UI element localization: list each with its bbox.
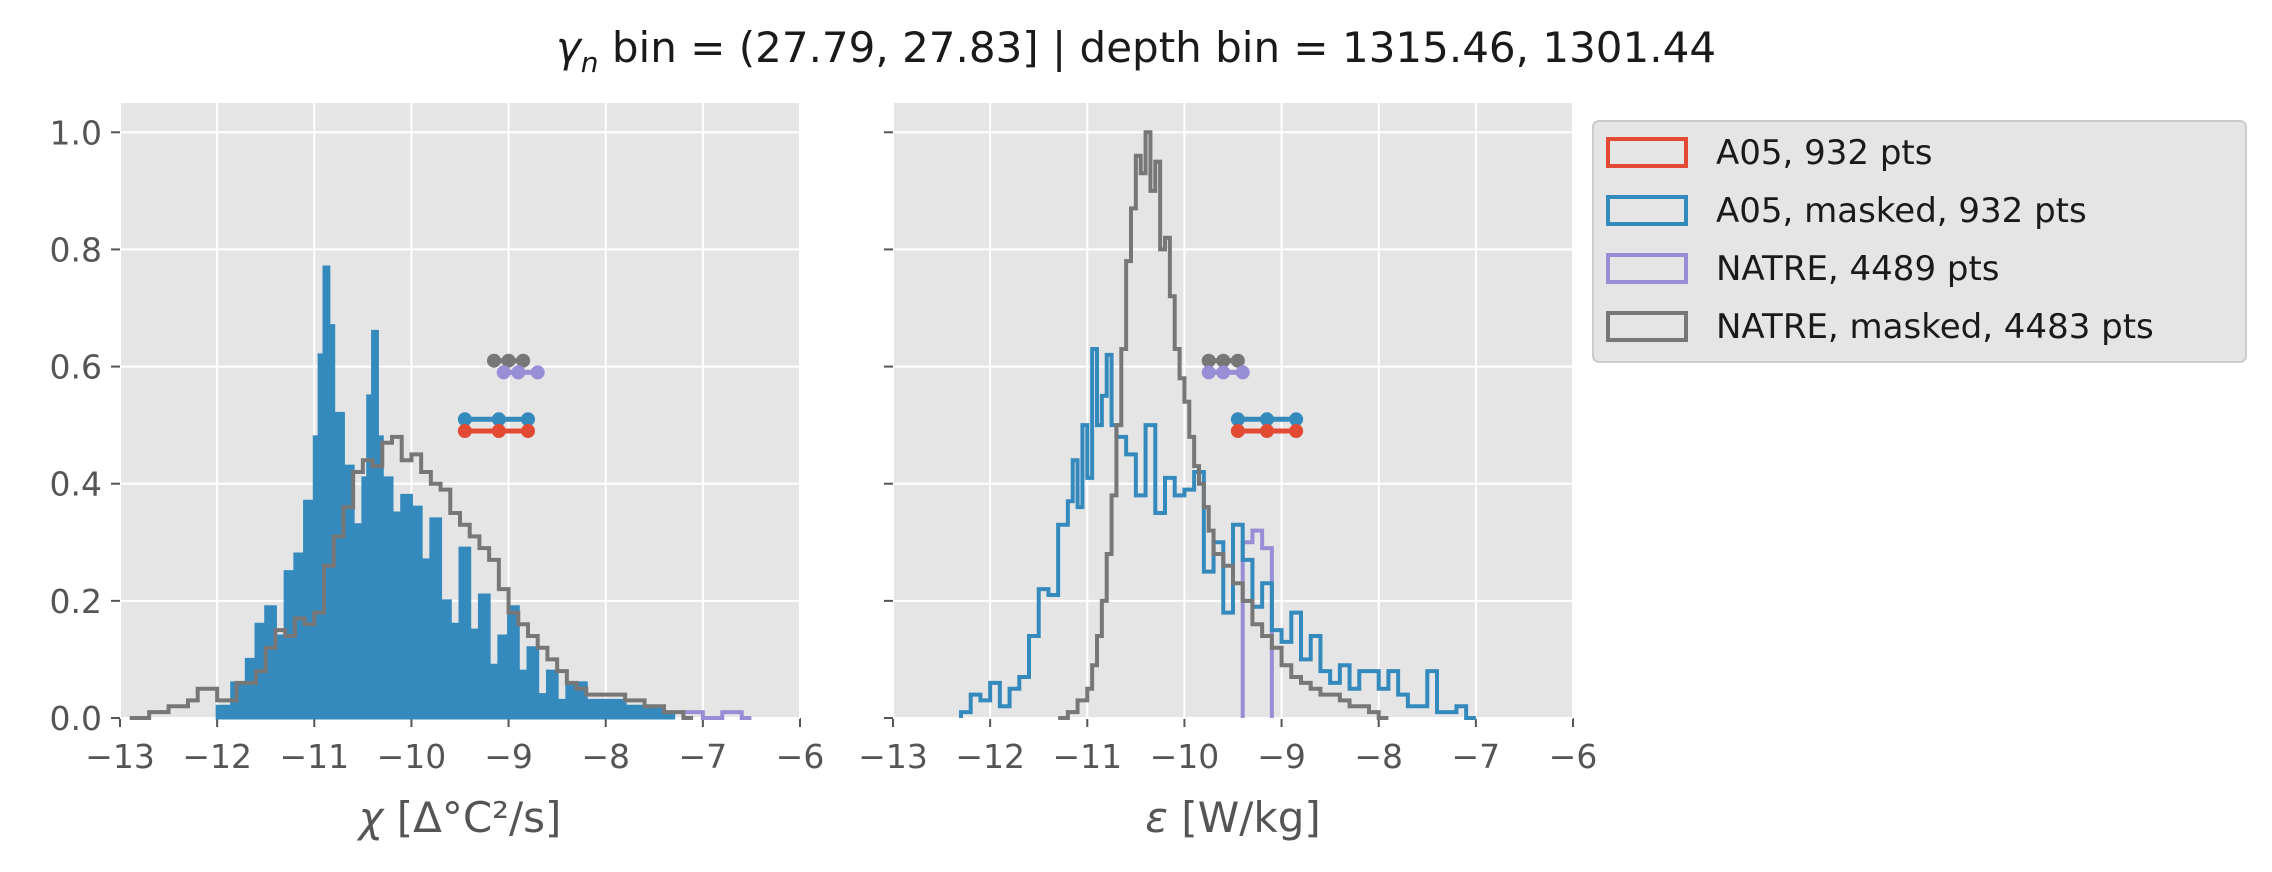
y-tick-label: 0.2 <box>50 582 102 621</box>
legend-swatch <box>1606 253 1688 284</box>
x-tick-label: −10 <box>1150 737 1220 776</box>
marker-dot <box>1289 412 1304 427</box>
y-tick-label: 0.0 <box>50 699 102 738</box>
x-tick-label: −8 <box>1354 737 1403 776</box>
marker-dot <box>1216 365 1231 380</box>
title-subscript: n <box>581 46 599 79</box>
title-rest: bin = (27.79, 27.83] | depth bin = 1315.… <box>599 23 1717 72</box>
x-tick-label: −6 <box>776 737 825 776</box>
chi-panel: −13 −12 −11 −10 −9 −8 −7 −6 0.0 0.2 0.4 0.6 0.8 1.0 χ … <box>50 103 825 842</box>
marker-dot <box>530 365 545 380</box>
x-tick-label: −7 <box>1452 737 1501 776</box>
histogram-a05-masked-932-pts <box>215 265 676 720</box>
histogram-a05-masked-932-pts <box>959 347 1476 720</box>
histogram-natre-4489-pts <box>681 710 752 720</box>
x-tick-label: −6 <box>1549 737 1598 776</box>
marker-dot <box>501 353 516 368</box>
y-tick-label: 1.0 <box>50 113 102 152</box>
x-tick-label: −11 <box>279 737 349 776</box>
x-axis-label: ε [W/kg] <box>1145 793 1321 842</box>
x-tick-label: −13 <box>858 737 928 776</box>
marker-dot <box>1230 424 1245 438</box>
x-axis-label-units: [W/kg] <box>1168 793 1321 842</box>
marker-dot <box>511 365 526 380</box>
x-tick-label: −12 <box>182 737 252 776</box>
marker-dot <box>1230 353 1245 368</box>
marker-dot <box>1260 424 1274 438</box>
legend-label: NATRE, masked, 4483 pts <box>1716 307 2154 347</box>
marker-dot <box>521 424 535 438</box>
title-symbol: γ <box>556 23 583 72</box>
marker-dot <box>491 412 506 427</box>
marker-dot <box>516 353 531 368</box>
x-tick-label: −13 <box>85 737 155 776</box>
legend-swatch <box>1606 195 1688 226</box>
legend-label: A05, masked, 932 pts <box>1716 191 2087 231</box>
marker-dot <box>496 365 511 380</box>
legend-swatch <box>1606 311 1688 342</box>
marker-dot <box>487 353 501 368</box>
marker-dot <box>1201 353 1216 368</box>
x-tick-label: −9 <box>484 737 533 776</box>
y-tick-label: 0.4 <box>50 465 102 504</box>
x-tick-label: −7 <box>679 737 728 776</box>
x-tick-label: −9 <box>1257 737 1306 776</box>
marker-dot <box>1235 365 1250 380</box>
marker-dot <box>457 424 472 438</box>
chart-title: γn bin = (27.79, 27.83] | depth bin = 13… <box>556 23 1716 79</box>
legend-label: NATRE, 4489 pts <box>1716 249 2000 289</box>
marker-dot <box>491 424 506 438</box>
marker-dot <box>1230 412 1245 427</box>
y-tick-label: 0.8 <box>50 230 102 269</box>
y-tick-label: 0.6 <box>50 348 102 387</box>
legend-box <box>1592 120 2247 363</box>
x-axis-label-units: [Δ°C²/s] <box>383 793 561 842</box>
marker-dot <box>457 412 472 427</box>
x-tick-label: −10 <box>377 737 447 776</box>
marker-dot <box>1216 353 1231 368</box>
x-tick-label: −8 <box>581 737 630 776</box>
epsilon-panel: −13 −12 −11 −10 −9 −8 −7 −6 ε [W/kg] <box>858 103 1597 842</box>
x-tick-label: −12 <box>955 737 1025 776</box>
legend: A05, 932 pts A05, masked, 932 pts NATRE, 4… <box>1592 120 2247 363</box>
x-axis-label-symbol: χ <box>357 793 386 842</box>
marker-dot <box>521 412 535 427</box>
marker-dot <box>1289 424 1304 438</box>
histogram-natre-masked-4483-pts <box>1058 130 1389 720</box>
plot-background <box>893 103 1573 718</box>
x-tick-label: −11 <box>1052 737 1122 776</box>
marker-dot <box>1260 412 1274 427</box>
x-axis-label-symbol: ε <box>1145 793 1168 842</box>
legend-swatch <box>1606 137 1688 168</box>
legend-label: A05, 932 pts <box>1716 133 1932 173</box>
marker-dot <box>1201 365 1216 380</box>
histogram-natre-masked-4483-pts <box>129 434 694 720</box>
x-axis-label: χ [Δ°C²/s] <box>357 793 562 842</box>
